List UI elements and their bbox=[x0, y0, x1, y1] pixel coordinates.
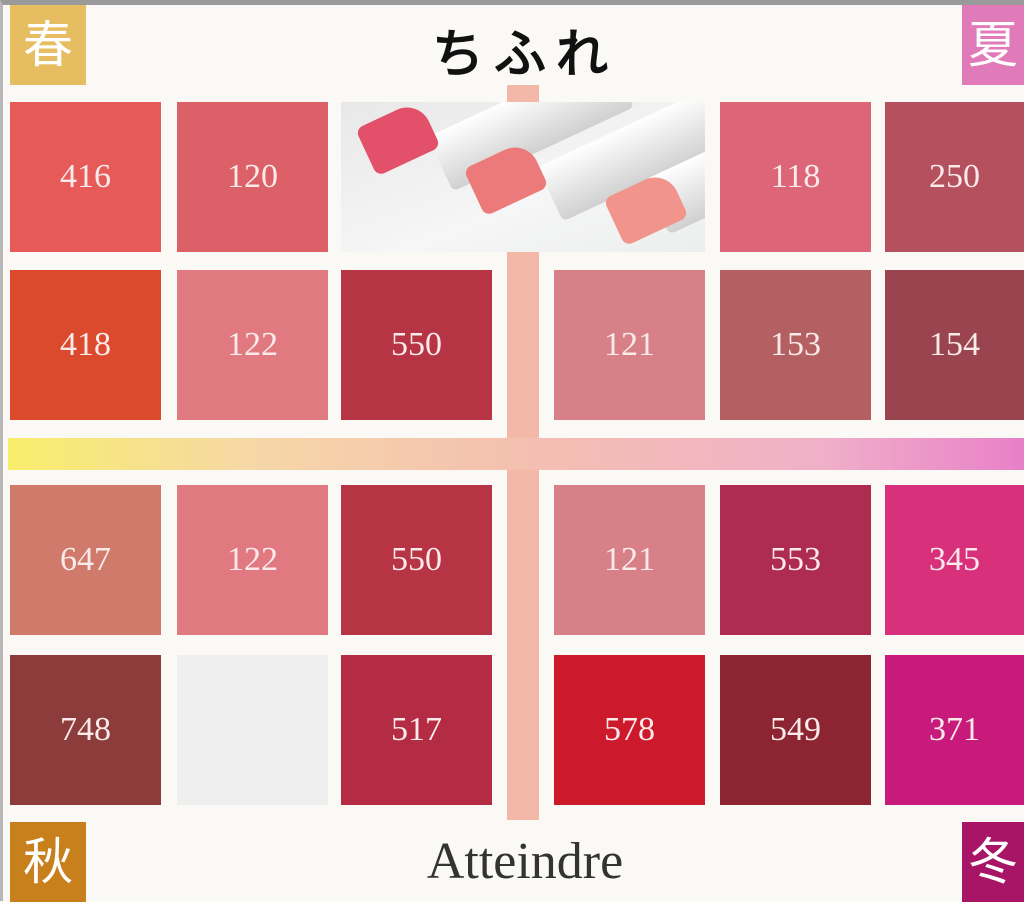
color-swatch: 153 bbox=[720, 270, 871, 420]
season-summer: 夏 bbox=[962, 5, 1024, 85]
color-swatch: 647 bbox=[10, 485, 161, 635]
color-swatch: 250 bbox=[885, 102, 1024, 252]
swatch-code: 549 bbox=[770, 711, 821, 748]
lipstick-bullet bbox=[355, 102, 441, 177]
color-swatch: 748 bbox=[10, 655, 161, 805]
season-winter: 冬 bbox=[962, 822, 1024, 902]
swatch-code: 345 bbox=[929, 541, 980, 578]
color-swatch: 416 bbox=[10, 102, 161, 252]
color-swatch: 154 bbox=[885, 270, 1024, 420]
season-spring: 春 bbox=[10, 5, 86, 85]
product-name: Atteindre bbox=[426, 833, 624, 890]
color-swatch: 120 bbox=[177, 102, 328, 252]
swatch-code: 250 bbox=[929, 158, 980, 195]
swatch-code: 121 bbox=[604, 326, 655, 363]
brand-logo: ちふれ bbox=[431, 24, 618, 85]
color-swatch: 345 bbox=[885, 485, 1024, 635]
swatch-code: 748 bbox=[60, 711, 111, 748]
swatch-code: 550 bbox=[391, 541, 442, 578]
color-swatch: 578 bbox=[554, 655, 705, 805]
swatch-code: 118 bbox=[770, 158, 821, 195]
swatch-code: 122 bbox=[227, 326, 278, 363]
color-swatch: 122 bbox=[177, 485, 328, 635]
swatch-code: 154 bbox=[929, 326, 980, 363]
swatch-code: 553 bbox=[770, 541, 821, 578]
color-swatch: 517 bbox=[341, 655, 492, 805]
swatch-code: 517 bbox=[391, 711, 442, 748]
swatch-code: 120 bbox=[227, 158, 278, 195]
color-swatch: 418 bbox=[10, 270, 161, 420]
color-swatch: 550 bbox=[341, 270, 492, 420]
swatch-code: 153 bbox=[770, 326, 821, 363]
color-swatch: 553 bbox=[720, 485, 871, 635]
swatch-code: 578 bbox=[604, 711, 655, 748]
swatch-code: 121 bbox=[604, 541, 655, 578]
swatch-code: 122 bbox=[227, 541, 278, 578]
horizontal-gradient-band bbox=[8, 438, 1024, 470]
lipstick-photo bbox=[341, 102, 705, 252]
swatch-code: 418 bbox=[60, 326, 111, 363]
color-swatch: 121 bbox=[554, 270, 705, 420]
color-swatch: 121 bbox=[554, 485, 705, 635]
color-swatch: 122 bbox=[177, 270, 328, 420]
color-swatch: 549 bbox=[720, 655, 871, 805]
color-swatch: 371 bbox=[885, 655, 1024, 805]
swatch-code: 416 bbox=[60, 158, 111, 195]
color-swatch bbox=[177, 655, 328, 805]
swatch-code: 550 bbox=[391, 326, 442, 363]
color-swatch: 550 bbox=[341, 485, 492, 635]
swatch-code: 371 bbox=[929, 711, 980, 748]
color-swatch: 118 bbox=[720, 102, 871, 252]
season-autumn: 秋 bbox=[10, 822, 86, 902]
swatch-code: 647 bbox=[60, 541, 111, 578]
